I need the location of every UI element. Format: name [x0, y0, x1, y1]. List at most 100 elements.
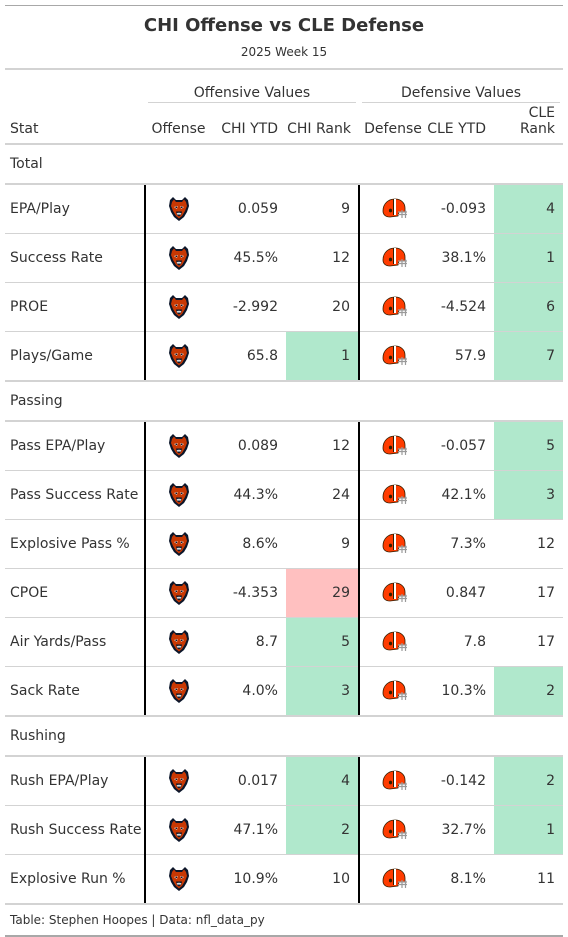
- cleveland-browns-helmet-logo: [382, 345, 407, 365]
- chicago-bears-logo: [169, 581, 189, 605]
- defense-logo-cell: [358, 470, 427, 520]
- stat-name: PROE: [5, 282, 145, 332]
- offense-logo-cell: [144, 183, 212, 234]
- table-row: Explosive Run % 10.9% 10 8.1% 11: [5, 854, 563, 905]
- spanner-empty: [5, 70, 145, 103]
- cle-rank-value: 2: [494, 666, 563, 717]
- defense-logo-cell: [358, 282, 427, 332]
- group-label-total: Total: [5, 144, 563, 185]
- chi-ytd-value: 47.1%: [212, 805, 286, 855]
- stats-table-container: CHI Offense vs CLE Defense 2025 Week 15 …: [5, 5, 563, 937]
- cleveland-browns-helmet-logo: [382, 296, 407, 316]
- cle-rank-value: 1: [494, 805, 563, 855]
- chi-ytd-value: 0.089: [212, 421, 286, 471]
- defense-logo-cell: [358, 854, 427, 905]
- chi-ytd-value: 10.9%: [212, 854, 286, 905]
- group-label-rushing: Rushing: [5, 716, 563, 757]
- chi-ytd-value: 8.7: [212, 617, 286, 667]
- offense-logo-cell: [144, 805, 212, 855]
- spanner-offensive-label: Offensive Values: [193, 85, 311, 101]
- table-row: Explosive Pass % 8.6% 9 7.3% 12: [5, 519, 563, 569]
- table-body: Total EPA/Play 0.059 9 -0.093 4 Success Rate 45…: [5, 144, 563, 905]
- chi-ytd-value: 65.8: [212, 331, 286, 382]
- cleveland-browns-helmet-logo: [382, 631, 407, 651]
- stat-name: Explosive Run %: [5, 854, 145, 905]
- chi-rank-value: 1: [286, 331, 359, 382]
- cleveland-browns-helmet-logo: [382, 868, 407, 888]
- stat-name: Rush EPA/Play: [5, 756, 145, 806]
- chicago-bears-logo: [169, 532, 189, 556]
- chicago-bears-logo: [169, 867, 189, 891]
- chi-ytd-value: -2.992: [212, 282, 286, 332]
- defense-logo-cell: [358, 331, 427, 382]
- cle-ytd-value: 0.847: [427, 568, 494, 618]
- col-header-cle-rank: CLE Rank: [494, 103, 563, 145]
- chi-rank-value: 9: [286, 184, 359, 234]
- cle-rank-value: 2: [494, 756, 563, 806]
- chicago-bears-logo: [169, 197, 189, 221]
- table-row: EPA/Play 0.059 9 -0.093 4: [5, 183, 563, 234]
- table-row: Success Rate 45.5% 12 38.1% 1: [5, 233, 563, 283]
- cle-ytd-value: -4.524: [427, 282, 494, 332]
- cle-rank-value: 3: [494, 470, 563, 520]
- stat-name: Explosive Pass %: [5, 519, 145, 569]
- top-rule: [5, 5, 563, 6]
- table-row: Rush EPA/Play 0.017 4 -0.142 2: [5, 755, 563, 806]
- spanner-offensive-line: [148, 102, 356, 103]
- offense-logo-cell: [144, 519, 212, 569]
- defense-logo-cell: [358, 568, 427, 618]
- chicago-bears-logo: [169, 769, 189, 793]
- cle-rank-value: 17: [494, 617, 563, 667]
- cle-ytd-value: -0.142: [427, 756, 494, 806]
- chi-rank-value: 3: [286, 666, 359, 717]
- chi-ytd-value: 0.059: [212, 184, 286, 234]
- col-header-cle-ytd: CLE YTD: [427, 103, 494, 145]
- spanner-offensive-values: Offensive Values: [145, 70, 359, 103]
- chi-rank-value: 10: [286, 854, 359, 905]
- cleveland-browns-helmet-logo: [382, 198, 407, 218]
- spanner-defensive-line: [362, 102, 560, 103]
- stat-name: Plays/Game: [5, 331, 145, 382]
- spanner-defensive-label: Defensive Values: [400, 85, 522, 101]
- defense-logo-cell: [358, 805, 427, 855]
- cle-ytd-value: -0.057: [427, 421, 494, 471]
- cleveland-browns-helmet-logo: [382, 435, 407, 455]
- offense-logo-cell: [144, 617, 212, 667]
- table-row: Air Yards/Pass 8.7 5 7.8 17: [5, 617, 563, 667]
- cle-ytd-value: 8.1%: [427, 854, 494, 905]
- cleveland-browns-helmet-logo: [382, 582, 407, 602]
- col-header-stat: Stat: [5, 103, 145, 145]
- stat-name: Sack Rate: [5, 666, 145, 717]
- cle-rank-value: 1: [494, 233, 563, 283]
- chi-rank-value: 12: [286, 421, 359, 471]
- table-subtitle: 2025 Week 15: [240, 45, 328, 59]
- offense-logo-cell: [144, 755, 212, 806]
- cleveland-browns-helmet-logo: [382, 770, 407, 790]
- chi-ytd-value: -4.353: [212, 568, 286, 618]
- chi-rank-value: 29: [286, 568, 359, 618]
- stat-name: EPA/Play: [5, 184, 145, 234]
- cle-ytd-value: 38.1%: [427, 233, 494, 283]
- offense-logo-cell: [144, 666, 212, 717]
- col-header-defense: Defense: [359, 103, 427, 145]
- offense-logo-cell: [144, 568, 212, 618]
- cle-rank-value: 17: [494, 568, 563, 618]
- defense-logo-cell: [358, 183, 427, 234]
- chi-rank-value: 5: [286, 617, 359, 667]
- chicago-bears-logo: [169, 246, 189, 270]
- cleveland-browns-helmet-logo: [382, 819, 407, 839]
- header-rule: [5, 68, 563, 70]
- cleveland-browns-helmet-logo: [382, 247, 407, 267]
- offense-logo-cell: [144, 854, 212, 905]
- defense-logo-cell: [358, 420, 427, 471]
- cleveland-browns-helmet-logo: [382, 484, 407, 504]
- chi-ytd-value: 4.0%: [212, 666, 286, 717]
- cleveland-browns-helmet-logo: [382, 533, 407, 553]
- table-row: Pass Success Rate 44.3% 24 42.1% 3: [5, 470, 563, 520]
- table-row: Plays/Game 65.8 1 57.9 7: [5, 331, 563, 382]
- cle-rank-value: 5: [494, 421, 563, 471]
- chi-rank-value: 4: [286, 756, 359, 806]
- table-footer: Table: Stephen Hoopes | Data: nfl_data_p…: [10, 913, 265, 927]
- chi-ytd-value: 8.6%: [212, 519, 286, 569]
- cle-ytd-value: 7.3%: [427, 519, 494, 569]
